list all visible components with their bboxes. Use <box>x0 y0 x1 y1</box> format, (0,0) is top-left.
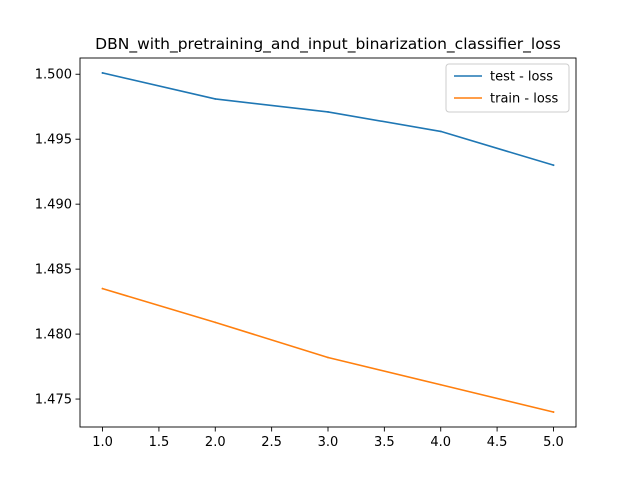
x-tick-label: 4.5 <box>487 435 508 450</box>
plot-area <box>101 71 555 414</box>
axes-frame <box>79 57 577 428</box>
data-point <box>439 383 442 386</box>
data-point <box>552 411 555 413</box>
data-point <box>552 164 555 167</box>
y-tick-label: 1.485 <box>35 263 72 278</box>
y-tick-label: 1.495 <box>35 133 72 148</box>
x-tick-label: 1.5 <box>149 435 170 450</box>
data-point <box>327 111 329 113</box>
x-tick-label: 3.5 <box>374 435 395 450</box>
axes: 1.0 1.5 2.0 2.5 3.0 3.5 4.0 4.5 5.0 1.475 1.480 1.4… <box>35 57 577 450</box>
x-tick-label: 5.0 <box>543 435 564 450</box>
legend-label-2: train - loss <box>490 92 559 107</box>
x-tick-label: 3.0 <box>318 435 339 450</box>
chart-title: DBN_with_pretraining_and_input_binarizat… <box>95 35 561 54</box>
data-point <box>101 287 104 290</box>
data-point <box>214 321 217 324</box>
data-point <box>214 98 217 100</box>
y-tick-label: 1.475 <box>35 393 72 408</box>
y-tick-label: 1.490 <box>35 198 72 213</box>
legend: test - loss train - loss <box>445 63 570 113</box>
data-point <box>439 130 442 133</box>
x-tick-label: 2.0 <box>205 435 226 450</box>
y-tick-label: 1.480 <box>35 328 72 343</box>
x-tick-label: 2.5 <box>261 435 282 450</box>
data-point <box>101 72 104 74</box>
legend-label-1: test - loss <box>490 70 553 85</box>
y-tick-label: 1.500 <box>35 68 72 83</box>
data-point <box>327 356 329 359</box>
x-tick-label: 1.0 <box>92 435 113 450</box>
series-line-2 <box>101 287 555 414</box>
x-tick-label: 4.0 <box>430 435 451 450</box>
